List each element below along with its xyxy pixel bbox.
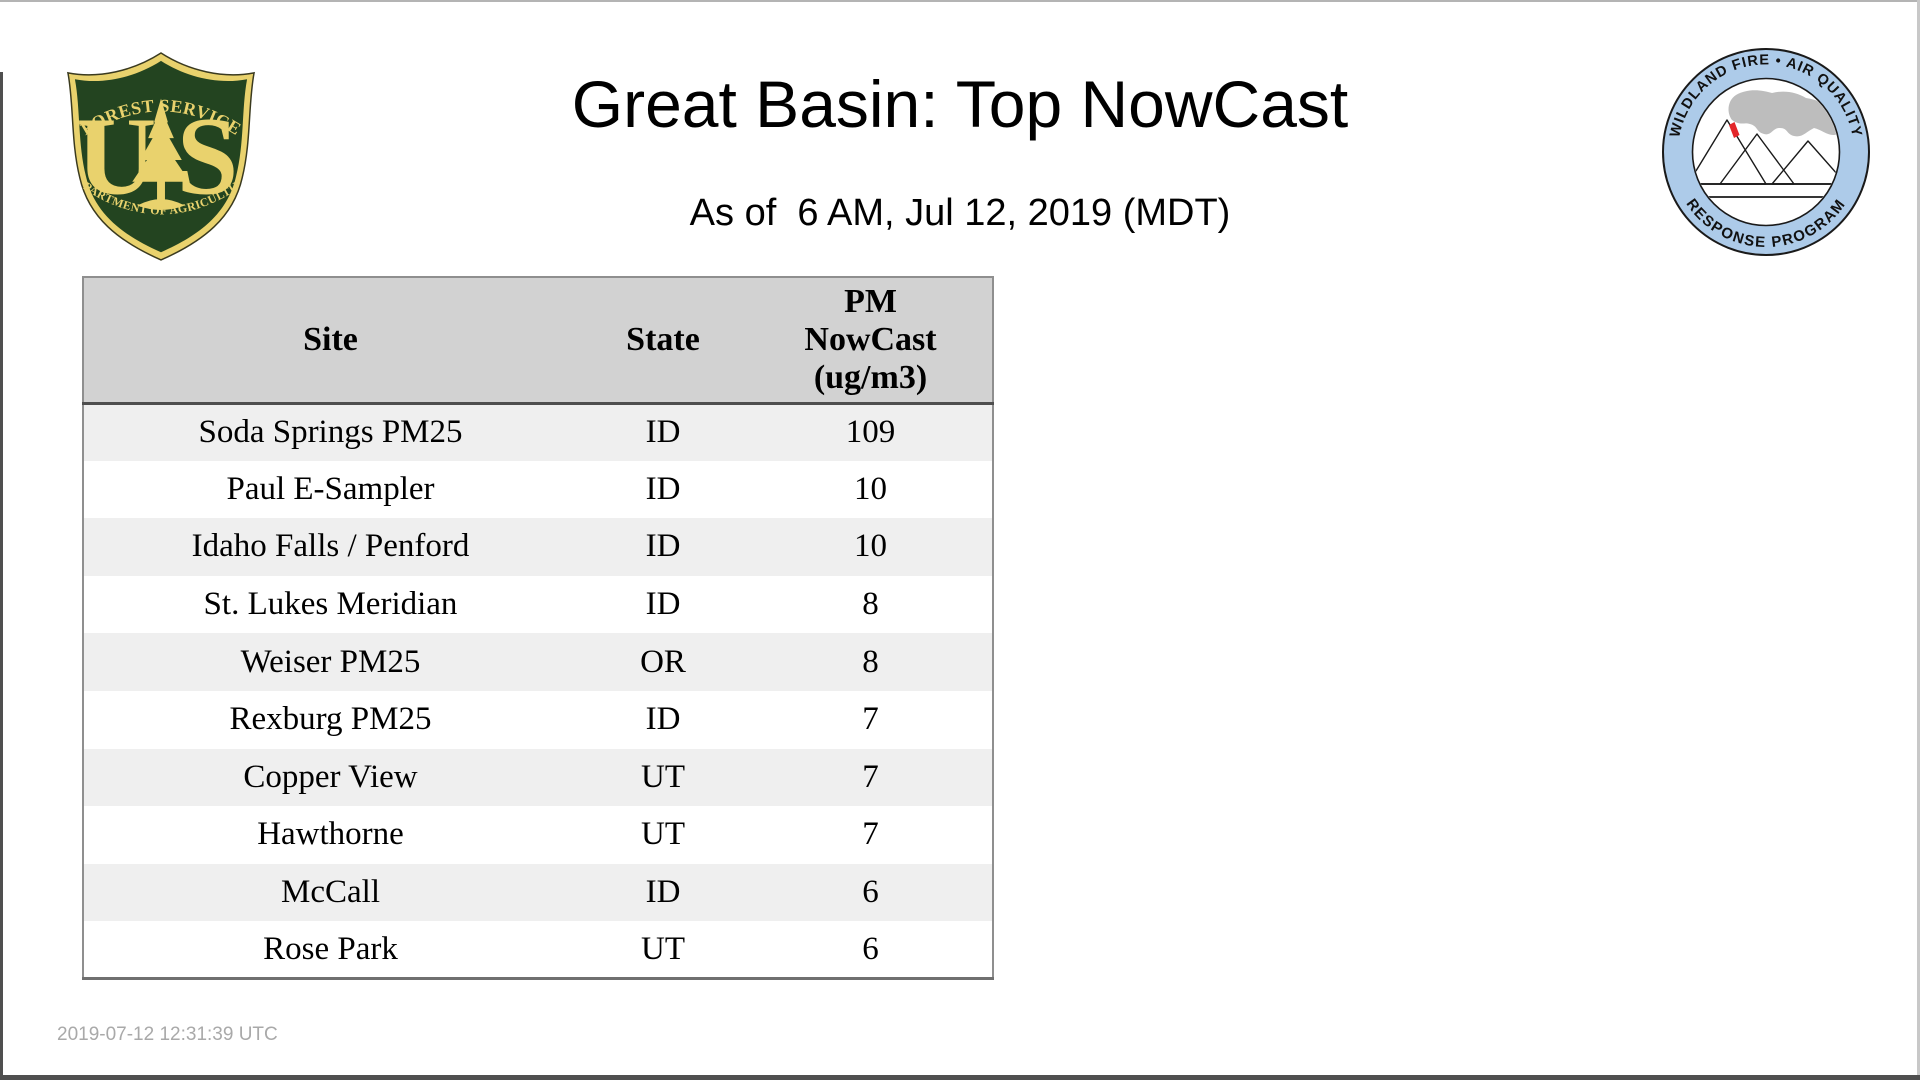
value-cell: 7: [862, 816, 879, 853]
page-subtitle: As of 6 AM, Jul 12, 2019 (MDT): [689, 192, 1231, 234]
value-cell: 8: [862, 643, 879, 680]
value-cell: 8: [862, 586, 879, 623]
state-cell: ID: [645, 470, 681, 507]
site-cell: Hawthorne: [257, 816, 404, 853]
fire-flame-icon: [1729, 122, 1740, 138]
pm-header-line2: NowCast: [804, 320, 937, 358]
value-cell: 10: [854, 528, 887, 565]
table-row: St. Lukes Meridian ID 8: [83, 575, 993, 634]
shield-letter-s: S: [177, 95, 239, 218]
nowcast-table: Site State PM NowCast (ug/m3) Soda Sprin…: [82, 276, 994, 981]
site-cell: Rose Park: [263, 930, 398, 967]
column-header-pm-nowcast: PM NowCast (ug/m3): [749, 277, 993, 403]
generated-timestamp: 2019-07-12 12:31:39 UTC: [57, 1024, 278, 1045]
screen-edge-bottom: [0, 1075, 1920, 1080]
wildland-fire-air-quality-logo-icon: WILDLAND FIRE • AIR QUALITY RESPONSE PRO…: [1662, 48, 1870, 256]
screen-edge-top: [0, 0, 1920, 2]
value-cell: 6: [862, 874, 879, 911]
site-cell: Paul E-Sampler: [226, 470, 435, 507]
site-cell: Weiser PM25: [240, 643, 421, 680]
column-header-site: Site: [303, 320, 358, 358]
state-cell: UT: [641, 930, 685, 967]
ground-lines: [1694, 183, 1838, 198]
column-header-state: State: [626, 320, 700, 358]
state-cell: OR: [640, 643, 686, 680]
table-row: Rexburg PM25 ID 7: [83, 690, 993, 749]
table-row: Weiser PM25 OR 8: [83, 633, 993, 691]
pm-header-line3: (ug/m3): [813, 358, 928, 396]
smoke-plume-icon: [1728, 90, 1839, 137]
site-cell: Rexburg PM25: [229, 701, 432, 738]
site-cell: Soda Springs PM25: [198, 414, 463, 451]
table-header-row: Site State PM NowCast (ug/m3): [83, 277, 993, 403]
site-cell: Copper View: [243, 758, 418, 795]
state-cell: ID: [645, 528, 681, 565]
value-cell: 7: [862, 701, 879, 738]
table-row: Soda Springs PM25 ID 109: [83, 403, 993, 461]
site-cell: Idaho Falls / Penford: [191, 528, 470, 565]
value-cell: 7: [862, 758, 879, 795]
site-cell: St. Lukes Meridian: [203, 586, 458, 623]
forest-service-logo-icon: FOREST SERVICE U S DEPARTMENT OF AGRICUL…: [62, 46, 255, 261]
mountains-icon: [1693, 119, 1839, 185]
state-cell: UT: [641, 816, 685, 853]
site-cell: McCall: [281, 874, 380, 911]
state-cell: UT: [641, 758, 685, 795]
value-cell: 6: [862, 930, 879, 967]
page-title: Great Basin: Top NowCast: [571, 67, 1349, 141]
screen-edge-left: [0, 72, 3, 1080]
state-cell: ID: [645, 701, 681, 738]
table-row: Hawthorne UT 7: [83, 806, 993, 864]
table-row: Rose Park UT 6: [83, 921, 993, 979]
pine-tree-icon: [132, 98, 190, 210]
pm-header-line1: PM: [844, 282, 897, 320]
state-cell: ID: [645, 586, 681, 623]
table-row: McCall ID 6: [83, 863, 993, 922]
value-cell: 109: [845, 414, 896, 451]
table-row: Idaho Falls / Penford ID 10: [83, 518, 993, 576]
table-row: Copper View UT 7: [83, 748, 993, 807]
value-cell: 10: [854, 470, 887, 507]
state-cell: ID: [645, 874, 681, 911]
state-cell: ID: [645, 414, 681, 451]
screen-edge-right: [1917, 0, 1920, 1080]
table-row: Paul E-Sampler ID 10: [83, 460, 993, 519]
